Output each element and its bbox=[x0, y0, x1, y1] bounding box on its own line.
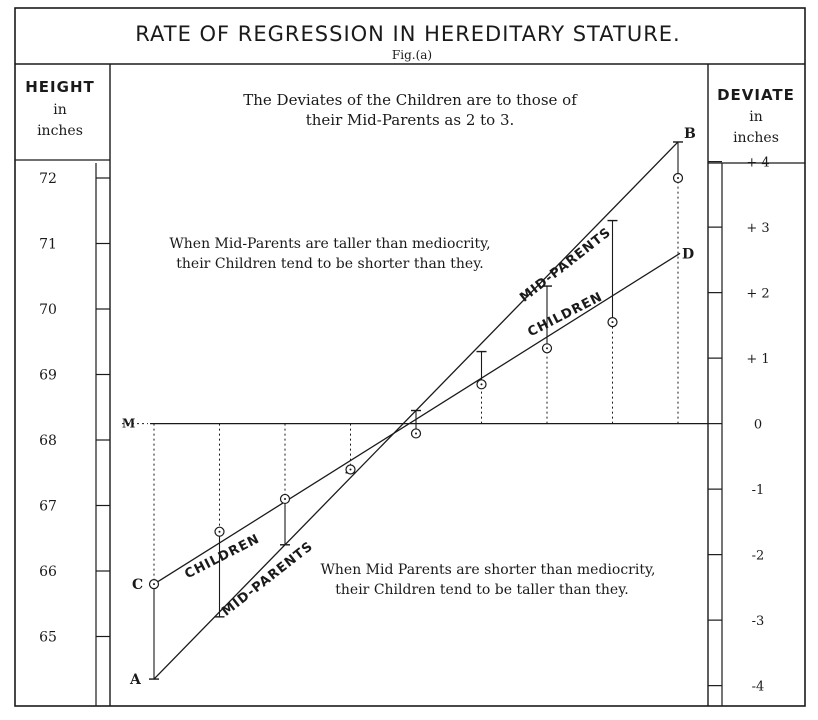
left-header-title: HEIGHT bbox=[25, 78, 94, 96]
right-header-line2: inches bbox=[733, 130, 779, 146]
annotation-lower-1: When Mid Parents are shorter than medioc… bbox=[321, 562, 656, 578]
point-label-b: B bbox=[684, 126, 696, 142]
left-axis-ticks: 65 66 67 68 69 70 71 72 bbox=[39, 171, 110, 646]
left-header-line1: in bbox=[53, 102, 67, 118]
figure-title: RATE OF REGRESSION IN HEREDITARY STATURE… bbox=[135, 22, 680, 46]
children-line bbox=[153, 252, 681, 585]
left-tick-label-70: 70 bbox=[39, 302, 57, 318]
right-header-line1: in bbox=[749, 109, 763, 125]
left-tick-label-71: 71 bbox=[39, 237, 57, 253]
point-label-m: M bbox=[122, 417, 135, 431]
point-label-d: D bbox=[682, 246, 694, 262]
right-tick-label-4: 0 bbox=[754, 418, 762, 433]
child-marker-dot-1 bbox=[218, 530, 221, 533]
label-children-upper: CHILDREN bbox=[525, 290, 605, 341]
figure-subtitle: Fig.(a) bbox=[392, 48, 432, 62]
child-marker-dot-6 bbox=[546, 347, 548, 350]
right-tick-label-6: -2 bbox=[752, 549, 765, 564]
label-children-lower: CHILDREN bbox=[182, 532, 262, 583]
child-marker-dot-7 bbox=[611, 321, 614, 324]
right-header-title: DEVIATE bbox=[717, 86, 795, 104]
child-marker-dot-3 bbox=[349, 468, 352, 471]
child-marker-dot-8 bbox=[677, 177, 679, 179]
left-tick-label-65: 65 bbox=[39, 630, 57, 646]
right-tick-label-0: + 4 bbox=[746, 156, 769, 171]
child-marker-dot-0 bbox=[153, 583, 155, 586]
left-tick-label-68: 68 bbox=[39, 433, 57, 449]
annotation-upper-2: their Children tend to be shorter than t… bbox=[176, 256, 483, 272]
point-label-a: A bbox=[129, 672, 142, 688]
left-tick-label-69: 69 bbox=[39, 368, 57, 384]
right-tick-label-1: + 3 bbox=[746, 221, 769, 236]
right-axis-ticks: + 4 + 3 + 2 + 1 0 -1 -2 -3 -4 bbox=[708, 156, 770, 695]
child-marker-dot-5 bbox=[480, 383, 483, 386]
right-tick-label-7: -3 bbox=[752, 614, 765, 629]
annotation-top-1: The Deviates of the Children are to thos… bbox=[243, 91, 578, 109]
annotation-upper-1: When Mid-Parents are taller than mediocr… bbox=[169, 236, 490, 252]
annotation-top-2: their Mid-Parents as 2 to 3. bbox=[306, 111, 515, 129]
child-marker-dot-4 bbox=[415, 432, 417, 435]
right-tick-label-5: -1 bbox=[752, 483, 765, 498]
deviate-connectors bbox=[153, 141, 679, 680]
point-label-c: C bbox=[132, 577, 143, 593]
left-header-line2: inches bbox=[37, 123, 83, 139]
right-tick-label-3: + 1 bbox=[746, 352, 769, 367]
child-marker-dot-2 bbox=[284, 497, 286, 500]
right-tick-label-2: + 2 bbox=[746, 287, 769, 302]
left-tick-label-67: 67 bbox=[39, 499, 57, 515]
annotation-lower-2: their Children tend to be taller than th… bbox=[335, 582, 628, 598]
left-tick-label-66: 66 bbox=[39, 564, 57, 580]
outer-frame bbox=[14, 7, 806, 707]
series-markers bbox=[148, 141, 684, 680]
left-tick-label-72: 72 bbox=[39, 171, 57, 187]
right-tick-label-8: -4 bbox=[752, 680, 765, 695]
